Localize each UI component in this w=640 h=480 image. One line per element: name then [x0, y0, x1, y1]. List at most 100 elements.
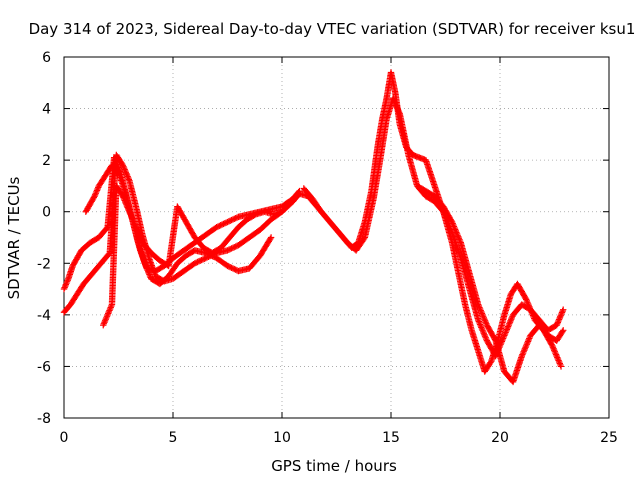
y-tick-label: 6 — [42, 50, 51, 66]
data-point-marker — [552, 349, 559, 357]
data-point-marker — [479, 328, 487, 336]
data-point-marker — [92, 190, 99, 197]
x-tick-label: 5 — [169, 430, 178, 446]
data-point-marker — [548, 341, 555, 348]
data-point-marker — [103, 314, 110, 322]
data-point-marker — [554, 354, 561, 361]
data-points — [60, 69, 567, 386]
data-point-marker — [506, 320, 513, 327]
data-point-marker — [475, 318, 483, 325]
data-point-marker — [508, 316, 515, 323]
data-point-marker — [520, 348, 527, 355]
data-point-marker — [523, 297, 530, 305]
data-point-marker — [476, 321, 484, 328]
y-axis-label: SDTVAR / TECUs — [5, 176, 23, 299]
data-point-marker — [482, 319, 489, 326]
data-point-marker — [506, 319, 514, 326]
data-point-marker — [499, 335, 507, 342]
data-point-marker — [100, 321, 107, 329]
data-point-marker — [499, 336, 506, 344]
data-point-marker — [521, 345, 529, 352]
data-point-marker — [521, 347, 528, 354]
grid-lines — [64, 57, 609, 418]
data-point-marker — [93, 187, 101, 194]
data-point-marker — [94, 185, 101, 193]
data-point-marker — [550, 347, 558, 354]
data-point-marker — [449, 220, 456, 227]
data-point-marker — [560, 306, 567, 313]
data-point-marker — [498, 339, 505, 347]
data-point-marker — [95, 184, 102, 191]
data-point-marker — [503, 326, 511, 333]
y-tick-label: -6 — [37, 359, 51, 375]
y-tick-label: 0 — [42, 205, 51, 221]
axis-ticks — [63, 56, 610, 419]
data-point-marker — [90, 194, 97, 201]
data-point-marker — [522, 296, 530, 303]
x-axis-label: GPS time / hours — [271, 457, 397, 475]
data-point-marker — [101, 317, 109, 324]
data-point-marker — [503, 327, 510, 335]
data-point-marker — [554, 355, 562, 363]
data-point-marker — [455, 233, 462, 240]
data-point-marker — [62, 282, 69, 290]
data-point-marker — [519, 351, 526, 358]
y-tick-label: -8 — [37, 411, 51, 427]
data-point-marker — [559, 328, 566, 335]
data-point-marker — [497, 341, 504, 348]
data-point-marker — [553, 352, 560, 360]
data-point-marker — [522, 294, 529, 302]
data-point-marker — [360, 235, 368, 242]
data-point-marker — [481, 316, 488, 323]
data-point-marker — [102, 316, 109, 323]
data-point-marker — [560, 327, 567, 334]
data-point-marker — [549, 342, 556, 349]
data-point-marker — [451, 226, 459, 233]
data-point-marker — [505, 321, 512, 329]
data-point-marker — [479, 313, 487, 320]
data-point-marker — [557, 363, 565, 370]
data-point-marker — [478, 325, 486, 333]
data-point-marker — [60, 285, 68, 293]
data-point-marker — [524, 339, 531, 347]
data-point-marker — [526, 335, 533, 342]
data-point-marker — [475, 302, 483, 310]
data-point-marker — [480, 314, 488, 322]
data-point-marker — [524, 338, 532, 345]
data-point-marker — [475, 301, 482, 308]
data-point-marker — [91, 191, 99, 198]
data-point-marker — [556, 360, 563, 367]
data-point-marker — [62, 281, 70, 288]
data-point-marker — [552, 351, 560, 358]
data-point-marker — [453, 230, 461, 238]
x-tick-label: 15 — [382, 430, 400, 446]
data-point-marker — [63, 278, 71, 285]
x-tick-labels: 0 5 10 15 20 25 — [60, 430, 618, 446]
y-tick-labels: -8 -6 -4 -2 0 2 4 6 — [37, 50, 51, 427]
data-point-marker — [502, 329, 509, 336]
data-point-marker — [456, 236, 463, 243]
data-point-marker — [482, 334, 489, 341]
x-tick-label: 10 — [273, 430, 291, 446]
x-tick-label: 0 — [60, 430, 69, 446]
data-point-marker — [487, 359, 494, 366]
data-point-marker — [448, 218, 456, 226]
data-point-marker — [105, 308, 113, 316]
data-point-marker — [481, 331, 488, 338]
data-point-marker — [550, 345, 557, 352]
data-point-marker — [500, 333, 507, 341]
data-point-marker — [108, 302, 115, 310]
data-point-marker — [478, 310, 486, 317]
data-point-marker — [481, 333, 489, 340]
data-point-marker — [455, 235, 463, 242]
data-point-marker — [501, 332, 508, 339]
data-point-marker — [61, 284, 68, 291]
data-point-marker — [555, 357, 562, 364]
data-point-marker — [63, 279, 70, 287]
data-point-marker — [103, 313, 111, 320]
data-point-marker — [524, 299, 531, 306]
data-point-marker — [501, 330, 509, 338]
data-point-marker — [451, 224, 458, 232]
data-point-marker — [456, 237, 464, 245]
data-point-marker — [104, 311, 111, 319]
